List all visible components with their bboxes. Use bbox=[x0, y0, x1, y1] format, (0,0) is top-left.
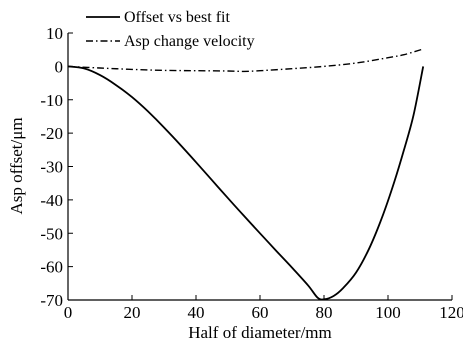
y-tick-label: -40 bbox=[40, 191, 63, 210]
x-tick-label: 40 bbox=[188, 303, 205, 322]
y-tick-label: -20 bbox=[40, 124, 63, 143]
x-tick-label: 120 bbox=[439, 303, 463, 322]
x-tick-label: 0 bbox=[64, 303, 73, 322]
y-tick-label: -60 bbox=[40, 258, 63, 277]
x-tick-label: 80 bbox=[316, 303, 333, 322]
legend-label-offset-vs-best-fit: Offset vs best fit bbox=[124, 9, 230, 26]
x-tick-label: 60 bbox=[252, 303, 269, 322]
y-tick-label: -50 bbox=[40, 224, 63, 243]
y-tick-label: -10 bbox=[40, 91, 63, 110]
x-axis-label: Half of diameter/mm bbox=[188, 323, 332, 342]
y-tick-label: 10 bbox=[46, 24, 63, 43]
y-axis-label: Asp offset/μm bbox=[7, 117, 26, 214]
legend-label-asp-change-velocity: Asp change velocity bbox=[124, 33, 255, 50]
x-tick-label: 100 bbox=[375, 303, 401, 322]
y-tick-label: -70 bbox=[40, 291, 63, 310]
x-tick-label: 20 bbox=[124, 303, 141, 322]
series-line-asp-change-velocity bbox=[67, 48, 424, 73]
legend: Offset vs best fit Asp change velocity bbox=[86, 9, 255, 50]
series-layer bbox=[67, 48, 425, 301]
plot-area bbox=[67, 33, 452, 301]
y-tick-label: 0 bbox=[55, 57, 64, 76]
y-tick-label: -30 bbox=[40, 158, 63, 177]
series-line-offset-vs-best-fit bbox=[67, 65, 425, 301]
